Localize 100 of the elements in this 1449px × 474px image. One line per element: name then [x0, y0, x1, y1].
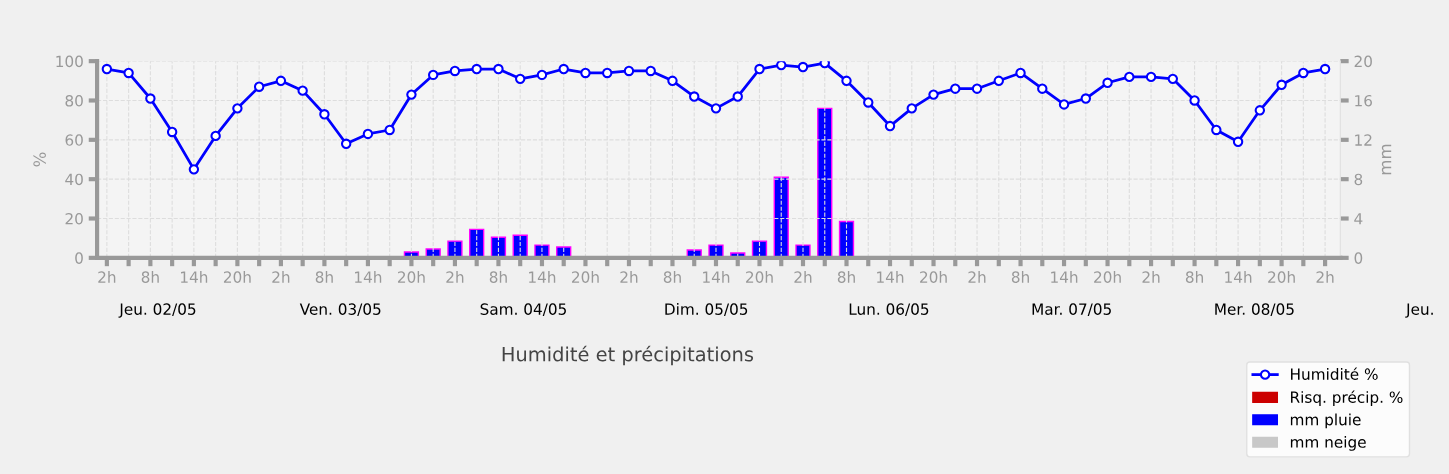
- point: [123, 67, 134, 79]
- point: [906, 103, 917, 114]
- x-tick-label: 14h: [1051, 271, 1078, 283]
- x-tick-label: 20h: [223, 271, 251, 283]
- y2-tick-label: 4: [1354, 213, 1363, 225]
- point: [384, 124, 395, 136]
- point: [362, 128, 374, 140]
- point: [1298, 67, 1309, 79]
- y-tick-label: 80: [65, 94, 83, 107]
- legend-label: Risq. précip. %: [1291, 390, 1403, 406]
- point: [449, 65, 461, 77]
- point: [1145, 71, 1157, 83]
- point: [1319, 63, 1331, 75]
- y2-tick-label: 16: [1355, 94, 1372, 107]
- point: [884, 120, 896, 132]
- text: Mer. 08/05: [1215, 303, 1294, 317]
- legend-label: mm neige: [1290, 435, 1366, 451]
- point: [1167, 73, 1179, 85]
- point: [754, 63, 765, 75]
- x-tick-label: 8h: [141, 271, 159, 283]
- point: [1102, 77, 1113, 88]
- x-tick-label: 20h: [920, 271, 947, 283]
- x-tick-label: 8h: [1185, 271, 1203, 283]
- point: [993, 75, 1004, 87]
- point: [863, 97, 874, 108]
- point: [841, 75, 852, 87]
- point: [667, 75, 678, 87]
- x-tick-label: 2h: [1142, 271, 1160, 283]
- point: [188, 164, 200, 175]
- point: [340, 138, 352, 149]
- point: [1254, 105, 1266, 116]
- y2-tick-label: 8: [1354, 173, 1363, 186]
- text: Jeu. 02/05: [118, 303, 196, 318]
- point: [1124, 71, 1135, 83]
- text: Humidité et précipitations: [502, 345, 754, 366]
- x-tick-label: 8h: [489, 271, 507, 283]
- x-tick-label: 20h: [1268, 271, 1295, 283]
- point: [1276, 79, 1287, 90]
- point: [1037, 83, 1048, 94]
- point: [145, 93, 156, 104]
- point: [210, 130, 221, 142]
- point: [558, 63, 569, 75]
- text: Dim. 05/05: [665, 303, 748, 317]
- x-tick-label: 2h: [620, 271, 638, 283]
- point: [602, 67, 613, 79]
- point: [732, 91, 743, 102]
- x-tick-label: 14h: [703, 271, 730, 283]
- y-tick-label: 40: [65, 173, 83, 186]
- point: [253, 81, 265, 92]
- point: [471, 63, 482, 75]
- legend-label: Humidité %: [1291, 367, 1378, 380]
- x-tick-label: 8h: [663, 271, 681, 283]
- y2-tick-label: 12: [1355, 134, 1372, 146]
- y2-tick-label: 20: [1354, 55, 1372, 68]
- point: [710, 103, 722, 114]
- x-tick-label: 14h: [529, 271, 556, 283]
- point: [166, 126, 178, 138]
- point: [1189, 95, 1200, 106]
- x-tick-label: 2h: [272, 271, 290, 283]
- text: Jeu.: [1405, 303, 1433, 318]
- point: [232, 103, 243, 114]
- x-tick-label: 8h: [315, 271, 333, 283]
- point: [928, 89, 939, 100]
- y-tick-label: 0: [75, 252, 83, 264]
- point: [514, 73, 526, 85]
- x-tick-label: 2h: [1316, 271, 1334, 283]
- x-tick-label: 2h: [968, 271, 986, 283]
- y-axis-title: %: [33, 152, 46, 167]
- point: [645, 65, 656, 77]
- point: [1015, 67, 1026, 79]
- x-tick-label: 2h: [446, 271, 464, 283]
- x-tick-label: 8h: [1011, 271, 1029, 283]
- text: Ven. 03/05: [299, 303, 381, 317]
- point: [536, 69, 548, 81]
- x-tick-label: 20h: [1094, 271, 1121, 283]
- point: [493, 63, 504, 75]
- point: [406, 89, 417, 100]
- x-tick-label: 14h: [355, 271, 382, 283]
- point: [971, 83, 983, 94]
- x-tick-label: 8h: [837, 271, 855, 283]
- y2-tick-label: 0: [1354, 252, 1363, 264]
- point: [689, 91, 700, 102]
- x-tick-label: 14h: [877, 271, 904, 283]
- point: [580, 67, 591, 79]
- text: Mar. 07/05: [1032, 303, 1111, 317]
- y-tick-label: 20: [65, 212, 83, 225]
- y-tick-label: 60: [65, 134, 83, 146]
- x-tick-label: 20h: [397, 271, 425, 283]
- legend-label: mm pluie: [1290, 413, 1361, 429]
- point: [819, 61, 830, 69]
- point: [1232, 136, 1244, 147]
- point: [1211, 124, 1222, 136]
- y-tick-label: 100: [56, 55, 83, 68]
- point: [1080, 93, 1092, 104]
- x-tick-label: 2h: [794, 271, 812, 283]
- point: [776, 61, 787, 71]
- text: Lun. 06/05: [849, 303, 929, 317]
- point: [101, 63, 113, 75]
- text: Sam. 04/05: [480, 303, 566, 317]
- bar: [817, 107, 833, 258]
